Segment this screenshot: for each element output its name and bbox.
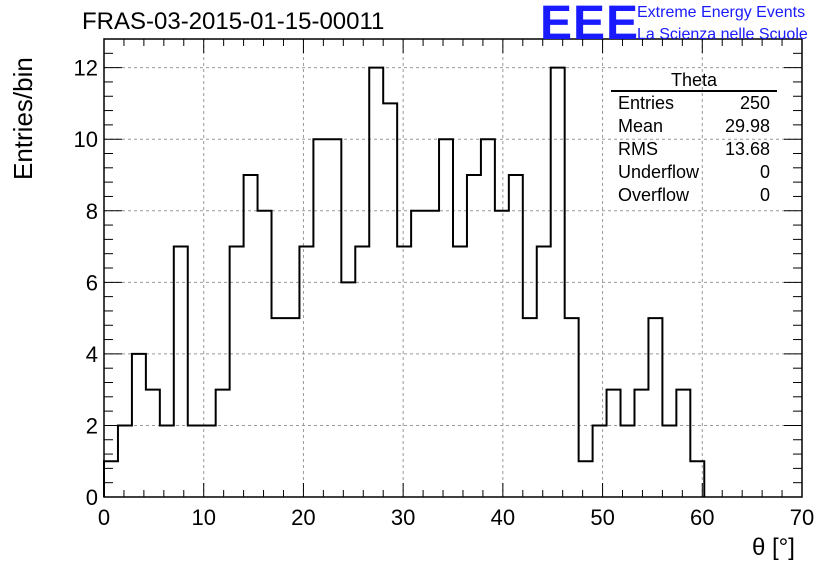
y-tick-label: 4 (86, 342, 98, 367)
histogram-bin (634, 390, 648, 497)
logo-tagline-1: Extreme Energy Events (637, 4, 806, 21)
y-tick-label: 8 (86, 199, 98, 224)
x-tick-label: 70 (790, 505, 814, 530)
histogram-bin (439, 139, 453, 497)
logo-tagline-2: La Scienza nelle Scuole (637, 26, 808, 43)
histogram-bin (258, 211, 272, 497)
x-tick-label: 40 (491, 505, 515, 530)
x-tick-label: 20 (291, 505, 315, 530)
histogram-outline (103, 66, 706, 497)
y-axis-label: Entries/bin (8, 57, 38, 180)
histogram-bin (285, 318, 299, 497)
stats-value: 29.98 (724, 116, 770, 136)
stats-value: 0 (759, 185, 770, 205)
histogram-bin (523, 318, 537, 497)
histogram-bin (509, 175, 523, 497)
stats-label: Entries (618, 93, 675, 113)
stats-row-overflow: Overflow 0 (611, 184, 777, 207)
stats-row-underflow: Underflow 0 (611, 161, 777, 184)
stats-label: RMS (618, 139, 658, 159)
histogram-bin (355, 247, 369, 497)
histogram-bin (272, 318, 286, 497)
stats-title: Theta (611, 70, 777, 92)
histogram-bin (662, 425, 676, 497)
y-tick-label: 0 (86, 485, 98, 510)
histogram-bin (621, 425, 635, 497)
x-tick-label: 10 (191, 505, 215, 530)
x-axis-label: θ [°] (752, 534, 795, 561)
histogram-bin (537, 247, 551, 497)
y-tick-label: 6 (86, 270, 98, 295)
axis-ticks (103, 38, 803, 498)
histogram-bars (103, 66, 706, 497)
histogram-bin (425, 211, 439, 497)
x-tick-label: 30 (391, 505, 415, 530)
histogram-bin (188, 425, 202, 497)
histogram-bin (607, 390, 621, 497)
histogram-bin (174, 247, 188, 497)
x-tick-label: 0 (98, 505, 110, 530)
histogram-bin (397, 247, 411, 497)
histogram-bin (551, 68, 565, 497)
stats-row-entries: Entries 250 (611, 92, 777, 115)
y-tick-label: 12 (74, 56, 98, 81)
stats-value: 0 (759, 162, 770, 182)
x-tick-label: 50 (590, 505, 614, 530)
histogram-bin (160, 425, 174, 497)
x-tick-label: 60 (690, 505, 714, 530)
histogram-bin (341, 282, 355, 497)
histogram-bin (453, 247, 467, 497)
histogram-bin (481, 139, 495, 497)
histogram-bin (313, 139, 327, 497)
histogram-bin (565, 318, 579, 497)
histogram-bin (146, 390, 160, 497)
tick-labels: 0 10 20 30 40 50 60 70 0 2 4 6 8 10 12 (74, 56, 815, 530)
histogram-bin (299, 247, 313, 497)
y-tick-label: 2 (86, 413, 98, 438)
histogram-bin (676, 390, 690, 497)
histogram-bin (383, 103, 397, 497)
histogram-bin (593, 425, 607, 497)
histogram-bin (104, 461, 118, 497)
chart-title: FRAS-03-2015-01-15-00011 (82, 8, 385, 35)
stats-value: 250 (739, 93, 770, 113)
stats-label: Mean (618, 116, 664, 136)
histogram-bin (495, 211, 509, 497)
histogram-bin (230, 247, 244, 497)
histogram-bin (648, 318, 662, 497)
stats-row-rms: RMS 13.68 (611, 138, 777, 161)
y-tick-label: 10 (74, 127, 98, 152)
eee-logo: EEE (540, 0, 640, 50)
histogram-bin (327, 139, 341, 497)
histogram-bin (244, 175, 258, 497)
histogram-bin (118, 425, 132, 497)
stats-row-mean: Mean 29.98 (611, 115, 777, 138)
histogram-bin (369, 68, 383, 497)
stats-value: 13.68 (724, 139, 770, 159)
histogram-bin (216, 390, 230, 497)
stats-label: Overflow (618, 185, 690, 205)
stats-label: Underflow (618, 162, 700, 182)
stats-box: Theta Entries 250 Mean 29.98 RMS 13.68 U… (611, 70, 777, 207)
histogram-bin (579, 461, 593, 497)
histogram-bin (467, 175, 481, 497)
histogram-bin (132, 354, 146, 497)
histogram-bin (411, 211, 425, 497)
